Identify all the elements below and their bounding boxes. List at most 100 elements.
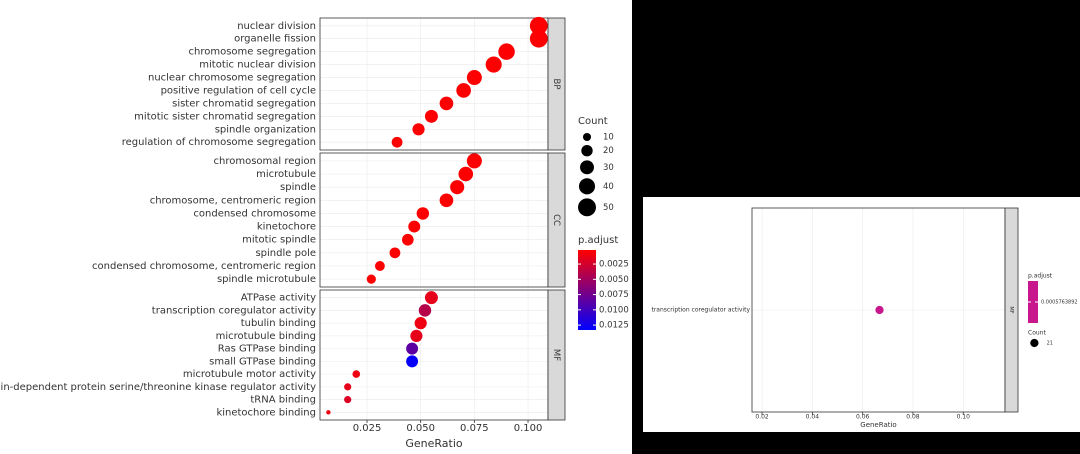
x-axis-title: GeneRatio bbox=[405, 437, 463, 450]
dot bbox=[389, 247, 401, 259]
facet-strip bbox=[547, 17, 566, 151]
category-label: ATPase activity bbox=[241, 293, 316, 304]
dot bbox=[485, 56, 502, 73]
dot bbox=[408, 220, 421, 233]
dot bbox=[424, 291, 438, 305]
dot bbox=[401, 233, 414, 246]
category-label: spindle organization bbox=[215, 124, 316, 135]
colorbar bbox=[578, 250, 596, 330]
size-legend-key bbox=[578, 178, 596, 195]
category-label: chromosome segregation bbox=[189, 47, 317, 58]
color-legend-title: p.adjust bbox=[1028, 273, 1053, 280]
category-label: tRNA binding bbox=[250, 395, 316, 406]
colorbar-label: 0.0050 bbox=[599, 275, 629, 285]
size-legend-title: Count bbox=[1028, 330, 1046, 337]
facet-strip bbox=[547, 152, 566, 288]
category-label: small GTPase binding bbox=[209, 356, 316, 367]
facet-strip bbox=[547, 289, 566, 421]
facet-label: MF bbox=[1008, 306, 1014, 313]
size-legend-key bbox=[581, 145, 593, 157]
facet-label: BP bbox=[551, 79, 561, 90]
panel bbox=[320, 18, 548, 150]
dot bbox=[391, 136, 403, 148]
size-legend-title: Count bbox=[578, 116, 608, 127]
dot bbox=[439, 96, 454, 111]
dot bbox=[875, 305, 884, 315]
size-legend-label: 20 bbox=[603, 146, 614, 156]
dot bbox=[416, 207, 430, 220]
dot bbox=[458, 166, 474, 182]
dot bbox=[344, 383, 352, 391]
category-label: spindle bbox=[280, 182, 316, 193]
category-label: cyclin-dependent protein serine/threonin… bbox=[0, 382, 316, 393]
category-label: chromosome, centromeric region bbox=[150, 195, 316, 206]
colorbar-label: 0.0025 bbox=[599, 260, 629, 270]
dot bbox=[424, 109, 438, 123]
dot bbox=[418, 304, 432, 317]
colorbar bbox=[1028, 281, 1038, 323]
x-tick-label: 0.02 bbox=[755, 414, 769, 421]
colorbar-label: 0.0125 bbox=[599, 321, 629, 331]
category-label: mitotic spindle bbox=[242, 235, 316, 246]
facet-label: CC bbox=[551, 214, 561, 226]
size-legend-label: 21 bbox=[1047, 341, 1053, 347]
panel bbox=[320, 153, 548, 287]
category-label: chromosomal region bbox=[214, 156, 317, 167]
size-legend-key bbox=[582, 132, 592, 142]
size-legend-label: 30 bbox=[603, 163, 614, 173]
size-legend-key bbox=[580, 160, 594, 175]
dot bbox=[529, 29, 548, 48]
x-tick-label: 0.04 bbox=[806, 414, 820, 421]
category-label: microtubule bbox=[256, 169, 316, 180]
x-tick-label: 0.025 bbox=[353, 423, 382, 434]
dot bbox=[439, 193, 454, 208]
category-label: sister chromatid segregation bbox=[172, 98, 316, 109]
dot bbox=[498, 43, 515, 60]
category-label: tubulin binding bbox=[241, 318, 316, 329]
category-label: microtubule binding bbox=[216, 331, 316, 342]
category-label: transcription coregulator activity bbox=[651, 307, 750, 314]
category-label: positive regulation of cell cycle bbox=[161, 85, 316, 96]
colorbar-label: 0.0005763892 bbox=[1041, 300, 1078, 306]
x-tick-label: 0.06 bbox=[856, 414, 870, 421]
colorbar-label: 0.0075 bbox=[599, 290, 629, 300]
x-tick-label: 0.050 bbox=[406, 423, 435, 434]
dot bbox=[366, 274, 376, 284]
category-label: mitotic sister chromatid segregation bbox=[134, 111, 316, 122]
dot bbox=[410, 329, 423, 342]
x-tick-label: 0.075 bbox=[460, 423, 489, 434]
dot bbox=[412, 123, 425, 136]
dot bbox=[414, 317, 427, 330]
size-legend-label: 10 bbox=[603, 133, 614, 143]
size-legend-label: 40 bbox=[603, 182, 614, 192]
dot bbox=[326, 410, 331, 415]
panel bbox=[320, 290, 548, 420]
dot bbox=[406, 355, 419, 368]
color-legend-title: p.adjust bbox=[578, 235, 618, 246]
category-label: spindle microtubule bbox=[217, 274, 316, 285]
dot bbox=[466, 70, 482, 86]
facet-label: MF bbox=[551, 349, 561, 361]
size-legend-key bbox=[578, 198, 596, 217]
category-label: nuclear chromosome segregation bbox=[148, 73, 316, 84]
dot bbox=[466, 153, 482, 169]
dot bbox=[529, 16, 548, 35]
x-tick-label: 0.100 bbox=[514, 423, 543, 434]
size-legend-key bbox=[1030, 338, 1039, 348]
category-label: Ras GTPase binding bbox=[218, 344, 316, 355]
colorbar-label: 0.0100 bbox=[599, 305, 629, 315]
category-label: organelle fission bbox=[234, 34, 316, 45]
dot bbox=[456, 83, 471, 98]
x-tick-label: 0.10 bbox=[957, 414, 971, 421]
category-label: regulation of chromosome segregation bbox=[122, 137, 316, 148]
category-label: microtubule motor activity bbox=[183, 369, 316, 380]
category-label: condensed chromosome, centromeric region bbox=[92, 261, 316, 272]
category-label: transcription coregulator activity bbox=[152, 305, 316, 316]
dot bbox=[344, 396, 352, 404]
category-label: spindle pole bbox=[255, 248, 316, 259]
dot bbox=[406, 342, 419, 355]
x-axis-title: GeneRatio bbox=[860, 421, 896, 429]
dot bbox=[352, 370, 361, 378]
